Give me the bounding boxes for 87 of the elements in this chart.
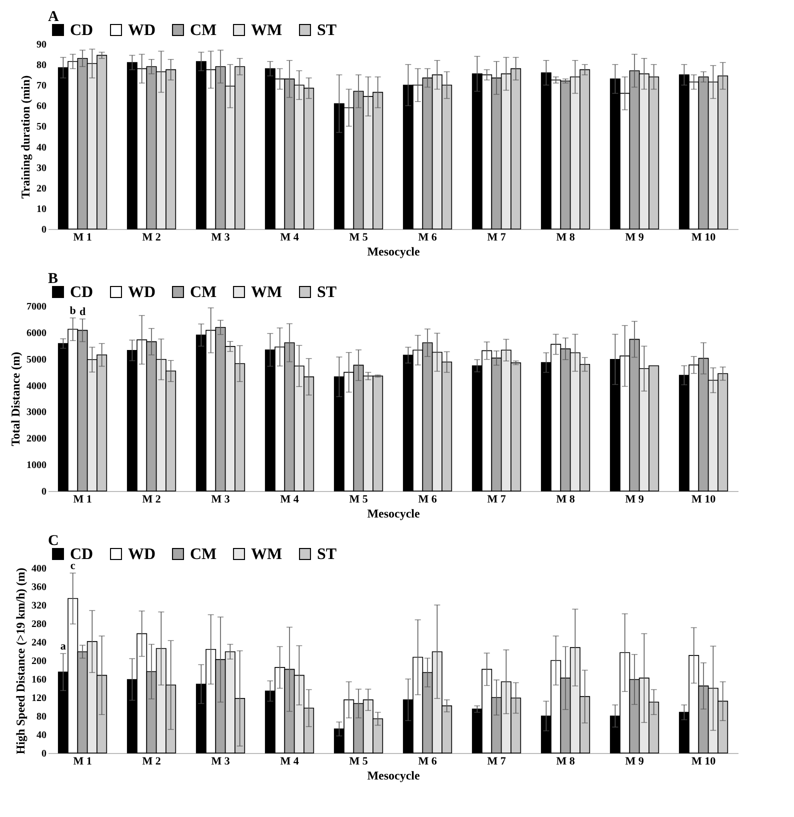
x-tick-label: M 5 (349, 756, 368, 768)
x-tick-label: M 7 (487, 494, 506, 506)
x-tick-label: M 5 (349, 494, 368, 506)
legend-label: WD (128, 284, 156, 301)
legend-label: ST (317, 284, 337, 301)
legend-label: WD (128, 546, 156, 563)
x-tick-label: M 10 (691, 756, 716, 768)
x-tick-label: M 3 (211, 494, 230, 506)
legend-label: WM (251, 546, 282, 563)
y-tick-label: 0 (42, 748, 46, 760)
y-tick-label: 360 (32, 582, 46, 593)
y-tick-label: 400 (32, 564, 46, 574)
y-tick-label: 4000 (26, 380, 46, 392)
x-tick-label: M 4 (280, 232, 300, 244)
y-tick-label: 200 (32, 656, 46, 667)
annotation: c (70, 560, 76, 572)
x-axis-title: Mesocycle (367, 768, 420, 782)
x-axis-title: Mesocycle (367, 506, 420, 520)
y-tick-label: 240 (32, 638, 46, 648)
x-tick-label: M 6 (418, 756, 438, 768)
x-tick-label: M 1 (73, 756, 92, 768)
legend-label: ST (317, 546, 337, 563)
y-tick-label: 0 (42, 224, 46, 236)
y-tick-label: 10 (36, 204, 46, 215)
x-tick-label: M 1 (73, 232, 92, 244)
y-tick-label: 120 (32, 693, 46, 704)
legend-label: CM (190, 546, 217, 563)
x-tick-label: M 8 (556, 756, 576, 768)
x-tick-label: M 2 (142, 756, 162, 768)
x-tick-label: M 1 (73, 494, 92, 506)
chart-title: B (48, 271, 58, 287)
x-tick-label: M 3 (211, 232, 230, 244)
legend-label: WM (251, 284, 282, 301)
x-tick-label: M 2 (142, 494, 162, 506)
y-tick-label: 60 (36, 101, 46, 112)
y-tick-label: 2000 (26, 434, 46, 445)
legend-label: WD (128, 22, 156, 39)
annotation: a (60, 640, 66, 653)
x-tick-label: M 4 (280, 494, 300, 506)
y-tick-label: 30 (36, 162, 46, 174)
chart-title: C (48, 533, 59, 549)
y-tick-label: 5000 (26, 354, 46, 366)
x-tick-label: M 5 (349, 232, 368, 244)
annotation: d (79, 306, 86, 318)
x-tick-label: M 10 (691, 232, 716, 244)
legend-label: CD (70, 22, 94, 39)
y-tick-label: 20 (36, 183, 46, 194)
x-tick-label: M 9 (625, 756, 644, 768)
y-tick-label: 6000 (26, 328, 46, 339)
y-tick-label: 50 (36, 122, 46, 133)
x-axis-title: Mesocycle (367, 244, 420, 258)
legend-label: CM (190, 22, 217, 39)
x-tick-label: M 9 (625, 232, 644, 244)
legend-label: CD (70, 546, 94, 563)
annotation: b (70, 304, 76, 317)
y-tick-label: 160 (32, 674, 46, 686)
x-tick-label: M 7 (487, 232, 506, 244)
legend-label: CD (70, 284, 94, 301)
x-tick-label: M 3 (211, 756, 230, 768)
y-tick-label: 3000 (26, 407, 46, 418)
y-tick-label: 90 (36, 40, 46, 50)
y-tick-label: 40 (36, 730, 46, 741)
y-tick-label: 70 (36, 80, 46, 92)
y-tick-label: 1000 (26, 460, 46, 472)
x-tick-label: M 2 (142, 232, 162, 244)
y-tick-label: 320 (32, 600, 46, 612)
legend-label: ST (317, 22, 337, 39)
x-tick-label: M 8 (556, 494, 576, 506)
x-tick-label: M 4 (280, 756, 300, 768)
y-axis-title: High Speed Distance (>19 km/h) (m) (14, 568, 28, 754)
y-tick-label: 40 (36, 142, 46, 154)
x-tick-label: M 7 (487, 756, 506, 768)
y-tick-label: 0 (42, 486, 46, 498)
legend-label: WM (251, 22, 282, 39)
y-tick-label: 7000 (26, 302, 46, 312)
y-tick-label: 80 (36, 60, 46, 72)
y-tick-label: 280 (32, 619, 46, 630)
y-axis-title: Training duration (min) (18, 75, 32, 199)
chart-title: A (48, 9, 59, 25)
x-tick-label: M 10 (691, 494, 716, 506)
y-axis-title: Total Distance (m) (8, 352, 22, 446)
x-tick-label: M 9 (625, 494, 644, 506)
legend-label: CM (190, 284, 217, 301)
x-tick-label: M 6 (418, 232, 438, 244)
x-tick-label: M 8 (556, 232, 576, 244)
y-tick-label: 80 (36, 712, 46, 722)
x-tick-label: M 6 (418, 494, 438, 506)
